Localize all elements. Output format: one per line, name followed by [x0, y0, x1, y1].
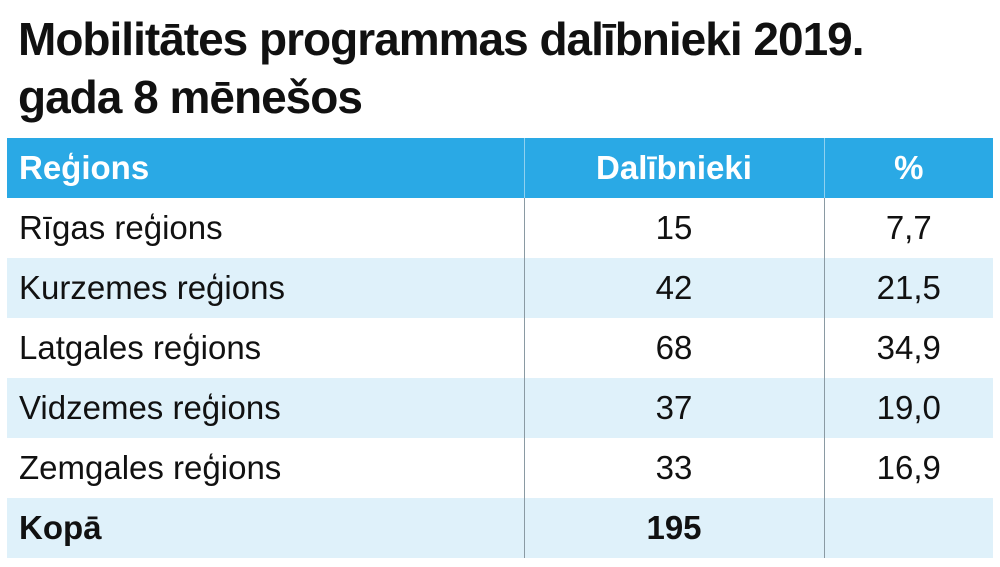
- table-row: Kurzemes reģions 42 21,5: [7, 258, 993, 318]
- participants-table: Reģions Dalībnieki % Rīgas reģions 15 7,…: [7, 138, 993, 558]
- table-header-row: Reģions Dalībnieki %: [7, 138, 993, 198]
- column-header-region: Reģions: [7, 138, 525, 198]
- column-header-percent: %: [823, 138, 993, 198]
- table-row: Zemgales reģions 33 16,9: [7, 438, 993, 498]
- total-label: Kopā: [7, 498, 525, 558]
- participants-cell: 33: [523, 438, 825, 498]
- percent-cell: 19,0: [823, 378, 993, 438]
- table-row: Vidzemes reģions 37 19,0: [7, 378, 993, 438]
- region-cell: Latgales reģions: [7, 318, 525, 378]
- column-header-participants: Dalībnieki: [523, 138, 825, 198]
- participants-cell: 68: [523, 318, 825, 378]
- participants-cell: 37: [523, 378, 825, 438]
- participants-cell: 42: [523, 258, 825, 318]
- region-cell: Kurzemes reģions: [7, 258, 525, 318]
- table-row: Rīgas reģions 15 7,7: [7, 198, 993, 258]
- total-participants: 195: [523, 498, 825, 558]
- total-percent: [823, 498, 993, 558]
- chart-title: Mobilitātes programmas dalībnieki 2019. …: [18, 13, 865, 123]
- table-row: Latgales reģions 68 34,9: [7, 318, 993, 378]
- percent-cell: 21,5: [823, 258, 993, 318]
- total-row: Kopā 195: [7, 498, 993, 558]
- region-cell: Rīgas reģions: [7, 198, 525, 258]
- percent-cell: 34,9: [823, 318, 993, 378]
- participants-cell: 15: [523, 198, 825, 258]
- region-cell: Zemgales reģions: [7, 438, 525, 498]
- percent-cell: 7,7: [823, 198, 993, 258]
- percent-cell: 16,9: [823, 438, 993, 498]
- region-cell: Vidzemes reģions: [7, 378, 525, 438]
